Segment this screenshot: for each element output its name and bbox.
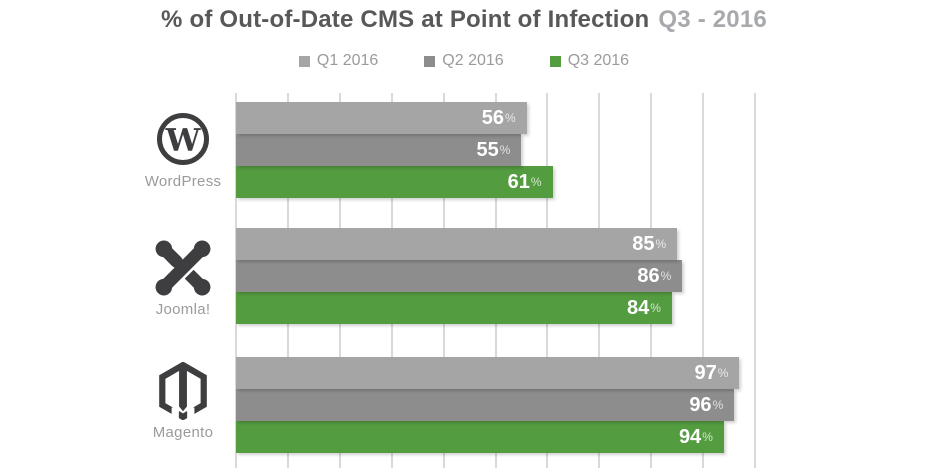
gridline-100 [754,93,756,468]
legend-item-q1-2016: Q1 2016 [298,52,379,70]
bar-value-unit: % [499,143,511,157]
magento-icon [159,362,207,420]
bar-value: 97 [694,362,717,384]
bar-value: 96 [689,394,712,416]
bar-value-unit: % [702,430,713,444]
bar-value: 84 [627,297,650,319]
category-label: Magento [152,424,214,441]
legend-swatch [549,55,561,67]
bar-joomla-q1-2016: 85% [236,228,678,260]
bar-value-unit: % [655,237,667,251]
bar-wordpress-q1-2016: 56% [236,102,527,134]
bar-value: 85 [632,233,655,255]
bar-value-unit: % [650,301,661,315]
legend-swatch [424,55,436,67]
legend-label: Q3 2016 [567,52,630,69]
wordpress-icon: W [157,113,209,165]
bar-value-unit: % [660,269,672,283]
legend-item-q3-2016: Q3 2016 [549,52,630,70]
bar-value: 61 [507,171,530,193]
bar-value-unit: % [712,398,724,412]
legend-swatch [298,55,310,67]
bar-value-unit: % [530,175,542,189]
legend: Q1 2016 Q2 2016 Q3 2016 [0,52,928,70]
bar-value-unit: % [717,366,729,380]
category-label: Joomla! [155,301,211,318]
bar-value: 94 [678,426,702,448]
category-wordpress: W WordPress [123,111,243,190]
bar-value: 56 [481,107,504,129]
plot-area: 56% 55% 61% 85% 86% 84% 97% 96% 94% [235,93,756,468]
svg-text:W: W [165,123,202,159]
legend-label: Q2 2016 [442,52,504,69]
legend-item-q2-2016: Q2 2016 [424,52,504,70]
bar-wordpress-q2-2016: 55% [236,134,522,166]
bar-joomla-q3-2016: 84% [236,292,672,324]
legend-label: Q1 2016 [316,52,379,69]
bar-value-unit: % [504,111,516,125]
chart-title: % of Out-of-Date CMS at Point of Infecti… [0,6,928,34]
category-magento: Magento [123,362,243,441]
category-joomla: Joomla! [123,239,243,318]
bar-value: 55 [476,139,499,161]
chart-title-main: % of Out-of-Date CMS at Point of Infecti… [161,6,650,33]
chart-title-period: Q3 - 2016 [658,6,767,33]
joomla-icon [155,240,211,296]
bar-wordpress-q3-2016: 61% [236,166,553,198]
bar-joomla-q2-2016: 86% [236,260,683,292]
bar-value: 86 [637,265,660,287]
bar-magento-q2-2016: 96% [236,389,735,421]
bar-magento-q1-2016: 97% [236,357,740,389]
category-label: WordPress [144,173,222,190]
bar-magento-q3-2016: 94% [236,421,724,453]
gridline-90 [702,93,705,468]
